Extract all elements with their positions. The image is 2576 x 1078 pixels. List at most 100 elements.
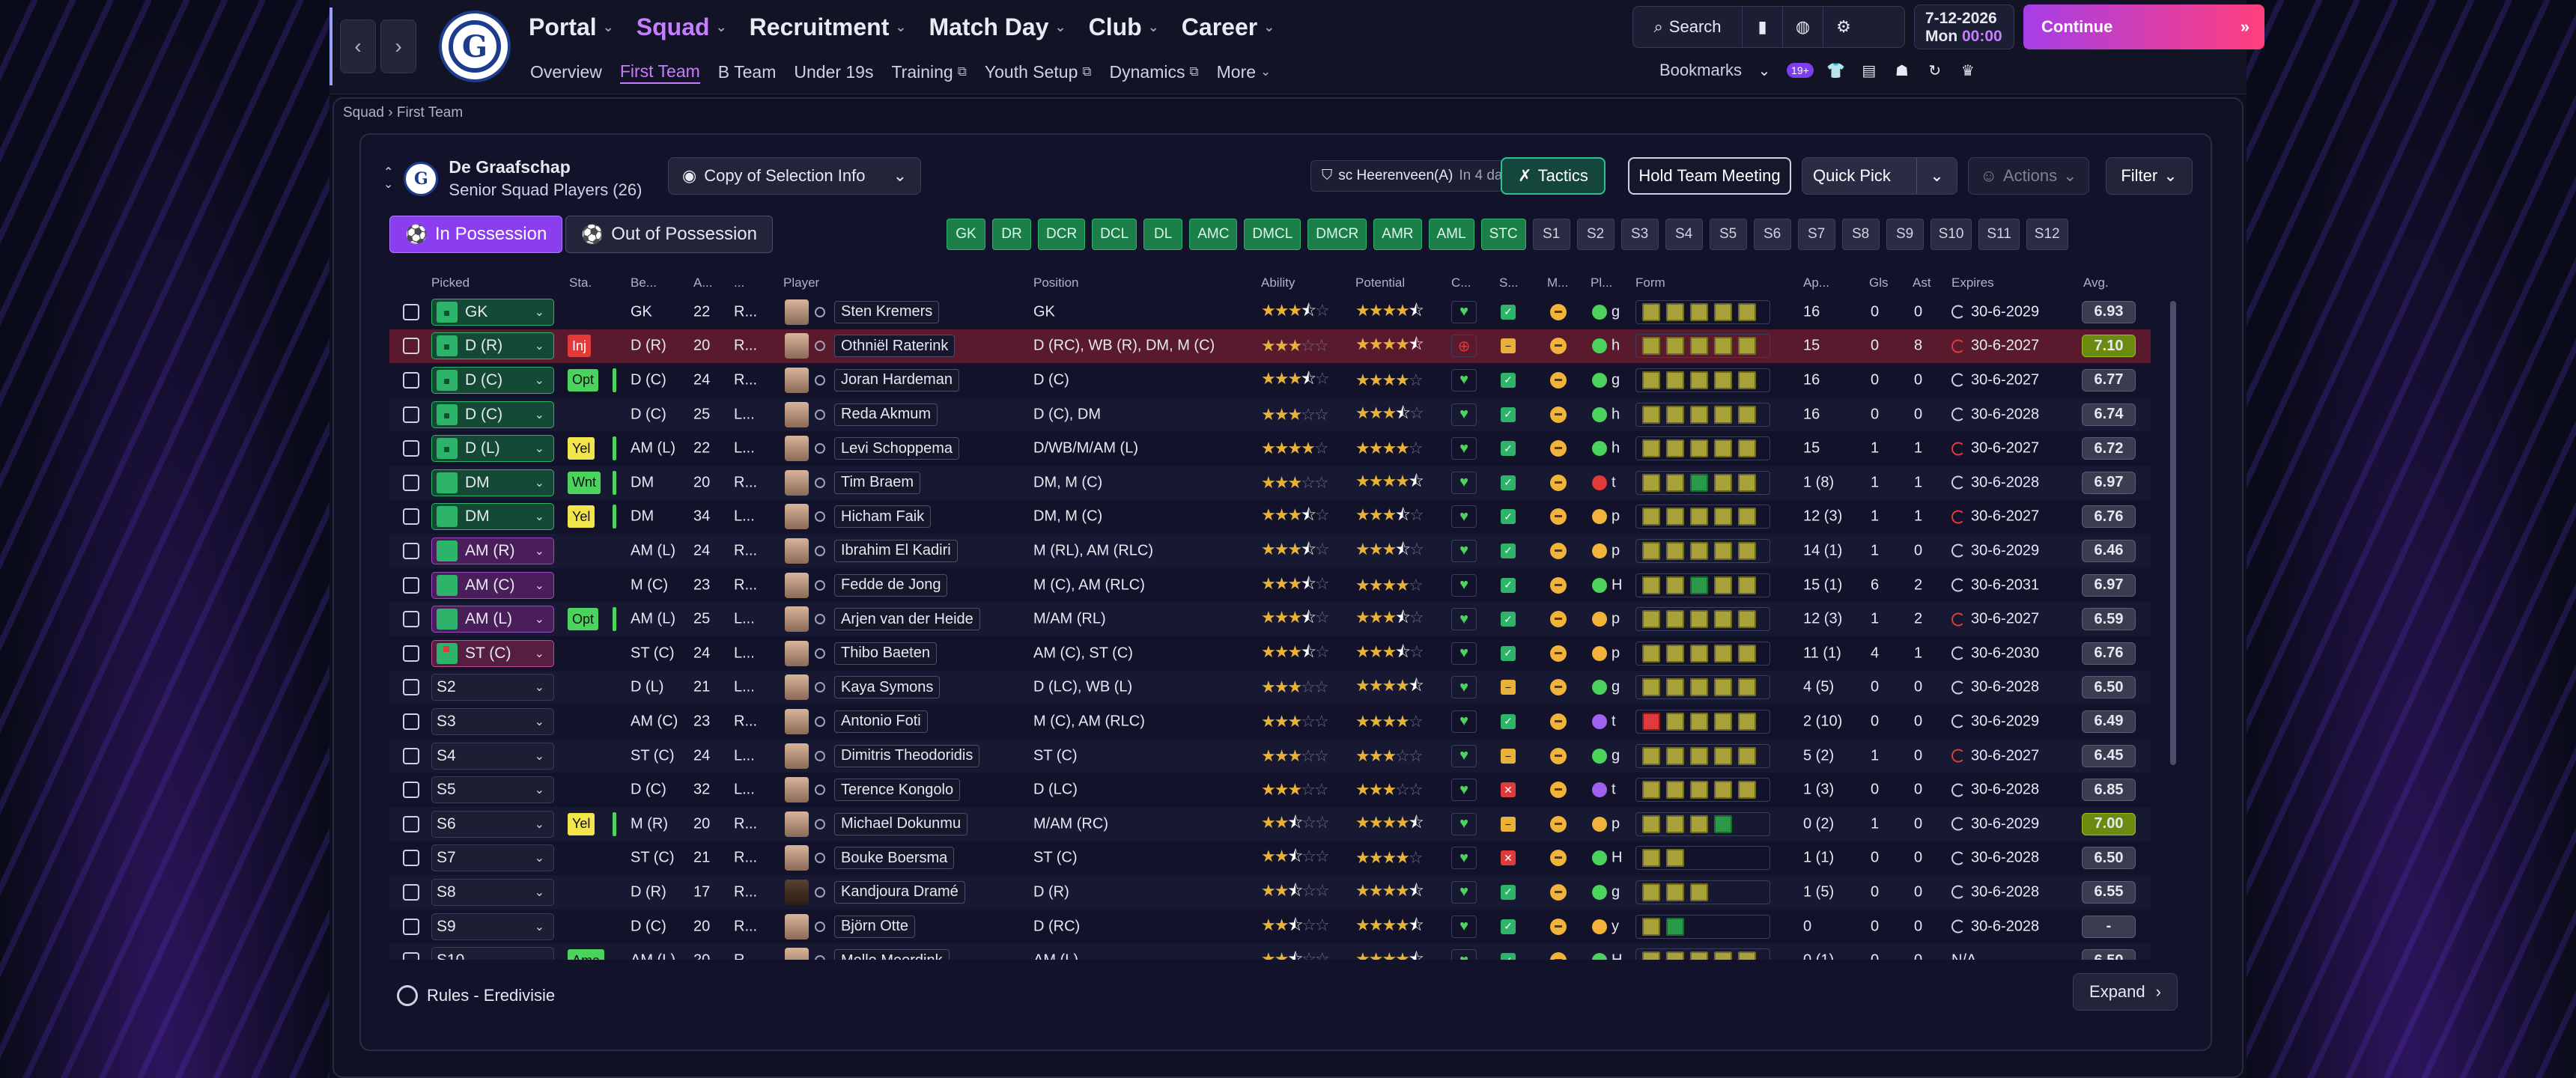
status-badge[interactable]: Yel	[568, 437, 595, 460]
row-checkbox[interactable]	[403, 440, 419, 457]
player-name-link[interactable]: Bouke Boersma	[834, 847, 955, 870]
player-name-link[interactable]: Melle Meerdink	[834, 949, 950, 960]
subnav-more[interactable]: More ⌄	[1217, 60, 1272, 84]
next-match[interactable]: ⛉ sc Heerenveen(A) In 4 days	[1310, 160, 1528, 192]
status-badge[interactable]: Opt	[568, 608, 599, 631]
table-row[interactable]: S10 ⌄ Ama AM (L) 20 R... Melle Meerdink AM (L) ★…	[389, 943, 2151, 960]
picked-position-dropdown[interactable]: D (L) ⌄	[431, 435, 554, 463]
player-name-link[interactable]: Kandjoura Dramé	[834, 880, 965, 904]
player-name-link[interactable]: Thibo Baeten	[834, 642, 937, 665]
sub-chip[interactable]: S5	[1709, 219, 1747, 250]
row-checkbox[interactable]	[403, 508, 419, 526]
status-badge[interactable]: Yel	[568, 505, 595, 529]
table-row[interactable]: S2 ⌄ D (L) 21 L... Kaya Symons D (LC), WB (L) ★…	[389, 670, 2151, 705]
back-button[interactable]: ‹	[340, 19, 376, 73]
position-chip[interactable]: AMC	[1189, 219, 1238, 250]
sub-chip[interactable]: S8	[1841, 219, 1880, 250]
player-pin-icon[interactable]	[815, 579, 825, 591]
expand-button[interactable]: Expand ›	[2073, 973, 2178, 1011]
row-checkbox[interactable]	[403, 542, 419, 559]
position-chip[interactable]: GK	[947, 219, 985, 250]
status-badge[interactable]: Yel	[568, 812, 595, 835]
table-row[interactable]: D (R) ⌄ Inj D (R) 20 R... Othniël Raterink D (R…	[389, 329, 2151, 364]
table-scrollbar[interactable]	[2170, 301, 2176, 765]
picked-position-dropdown[interactable]: D (C) ⌄	[431, 401, 554, 428]
bookmark-icon[interactable]: ▮	[1743, 7, 1783, 47]
player-pin-icon[interactable]	[815, 750, 825, 761]
injury-cross-icon[interactable]: ⊕	[1451, 335, 1477, 358]
football-icon[interactable]: ◍	[1783, 7, 1823, 47]
row-checkbox[interactable]	[403, 952, 419, 960]
subnav-under-19s[interactable]: Under 19s	[794, 60, 873, 84]
picked-position-dropdown[interactable]: S9 ⌄	[431, 913, 554, 940]
heart-icon[interactable]: ♥	[1451, 505, 1477, 529]
player-pin-icon[interactable]	[815, 716, 825, 727]
col-ability[interactable]: Ability	[1261, 275, 1295, 290]
player-pin-icon[interactable]	[815, 443, 825, 454]
col-position[interactable]: Position	[1033, 275, 1079, 290]
bookmark-badge[interactable]: 19+	[1787, 63, 1814, 78]
table-row[interactable]: D (C) ⌄ Opt D (C) 24 R... Joran Hardeman D (C) ★…	[389, 363, 2151, 398]
picked-position-dropdown[interactable]: DM ⌄	[431, 469, 554, 496]
chevron-down-icon[interactable]: ⌄	[1916, 158, 1957, 194]
trophy-icon[interactable]: ♛	[1960, 62, 1975, 79]
player-name-link[interactable]: Joran Hardeman	[834, 368, 959, 392]
position-chip[interactable]: DL	[1143, 219, 1183, 250]
heart-icon[interactable]: ♥	[1451, 779, 1477, 802]
player-name-link[interactable]: Arjen van der Heide	[834, 608, 980, 631]
player-pin-icon[interactable]	[815, 374, 825, 386]
row-checkbox[interactable]	[403, 371, 419, 389]
col-picked[interactable]: Picked	[431, 275, 470, 290]
col-appearances[interactable]: Ap...	[1803, 275, 1829, 290]
chevron-down-icon[interactable]: ⌄	[383, 177, 394, 191]
subnav-dynamics[interactable]: Dynamics ⧉	[1110, 60, 1199, 84]
table-row[interactable]: S8 ⌄ D (R) 17 R... Kandjoura Dramé D (R) ★★⯪☆☆ ★…	[389, 875, 2151, 910]
player-pin-icon[interactable]	[815, 921, 825, 932]
player-name-link[interactable]: Tim Braem	[834, 471, 921, 494]
forward-button[interactable]: ›	[380, 19, 416, 73]
heart-icon[interactable]: ♥	[1451, 949, 1477, 960]
picked-position-dropdown[interactable]: D (C) ⌄	[431, 366, 554, 394]
col-best-position[interactable]: Be...	[631, 275, 657, 290]
heart-icon[interactable]: ♥	[1451, 676, 1477, 699]
selection-info-dropdown[interactable]: ◉ Copy of Selection Info ⌄	[668, 157, 921, 195]
player-name-link[interactable]: Antonio Foti	[834, 710, 928, 733]
player-name-link[interactable]: Dimitris Theodoridis	[834, 744, 980, 767]
table-row[interactable]: AM (R) ⌄ AM (L) 24 R... Ibrahim El Kadiri M (R…	[389, 534, 2151, 568]
sub-chip[interactable]: S4	[1665, 219, 1703, 250]
table-row[interactable]: ST (C) ⌄ ST (C) 24 L... Thibo Baeten AM (C), S…	[389, 636, 2151, 671]
picked-position-dropdown[interactable]: AM (R) ⌄	[431, 537, 554, 564]
row-checkbox[interactable]	[403, 406, 419, 423]
player-pin-icon[interactable]	[815, 306, 825, 317]
picked-position-dropdown[interactable]: S6 ⌄	[431, 810, 554, 838]
heart-icon[interactable]: ♥	[1451, 300, 1477, 323]
sub-chip[interactable]: S12	[2026, 219, 2068, 250]
position-chip[interactable]: DMCL	[1244, 219, 1301, 250]
club-logo[interactable]: G	[439, 10, 511, 82]
game-date[interactable]: 7-12-2026 Mon 00:00	[1914, 4, 2014, 49]
picked-position-dropdown[interactable]: S3 ⌄	[431, 707, 554, 735]
sub-chip[interactable]: S7	[1797, 219, 1835, 250]
picked-position-dropdown[interactable]: S7 ⌄	[431, 844, 554, 872]
player-pin-icon[interactable]	[815, 511, 825, 523]
player-pin-icon[interactable]	[815, 785, 825, 796]
player-pin-icon[interactable]	[815, 955, 825, 960]
col-status[interactable]: Sta.	[569, 275, 592, 290]
shirt-icon[interactable]: 👕	[1826, 62, 1846, 79]
player-pin-icon[interactable]	[815, 614, 825, 625]
sub-chip[interactable]: S2	[1576, 219, 1614, 250]
bookmarks-label[interactable]: Bookmarks	[1659, 61, 1743, 79]
team-switcher[interactable]: ⌃ ⌄	[383, 166, 394, 191]
heart-icon[interactable]: ♥	[1451, 880, 1477, 904]
subnav-overview[interactable]: Overview	[530, 60, 602, 84]
picked-position-dropdown[interactable]: S4 ⌄	[431, 742, 554, 770]
chevron-down-icon[interactable]: ⌄	[1758, 62, 1771, 79]
player-name-link[interactable]: Reda Akmum	[834, 403, 938, 426]
picked-position-dropdown[interactable]: AM (C) ⌄	[431, 571, 554, 599]
row-checkbox[interactable]	[403, 713, 419, 730]
position-chip[interactable]: AML	[1428, 219, 1474, 250]
picked-position-dropdown[interactable]: AM (L) ⌄	[431, 606, 554, 633]
heart-icon[interactable]: ♥	[1451, 642, 1477, 665]
col-playing-time[interactable]: Pl...	[1591, 275, 1613, 290]
table-row[interactable]: DM ⌄ Wnt DM 20 R... Tim Braem DM, M (C) ★★★☆☆ ★★★…	[389, 466, 2151, 500]
